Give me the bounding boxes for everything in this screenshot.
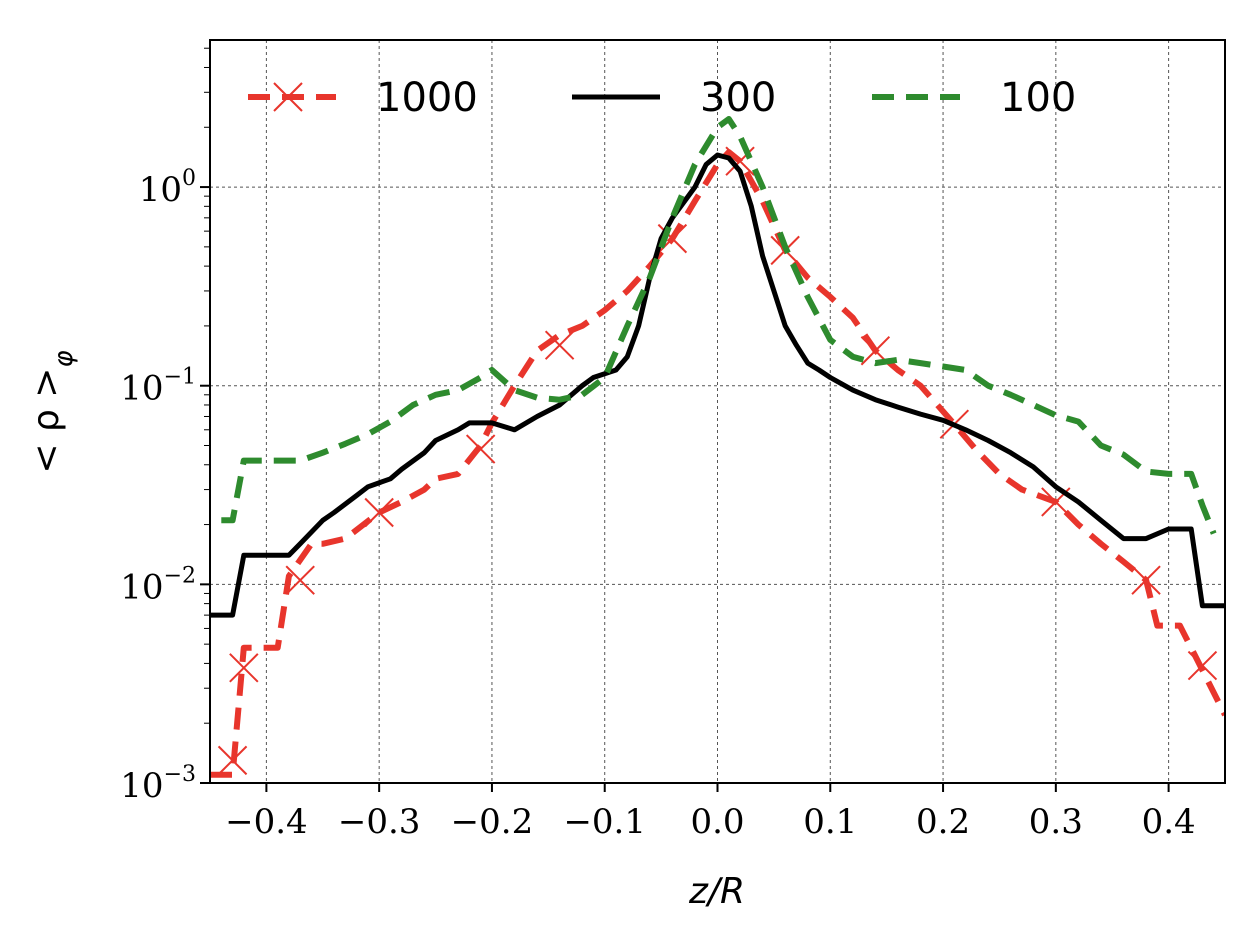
x-axis-title: z/R [688, 871, 745, 912]
y-tick-label: 10−1 [120, 365, 196, 409]
legend-item-100: 100 [872, 75, 1076, 121]
series-layer [210, 116, 1225, 778]
y-axis-title: < ρ >φ [26, 350, 79, 473]
legend-item-1000: 1000 [248, 75, 478, 121]
series-marker-1000 [465, 434, 496, 464]
series-marker-1000 [364, 497, 394, 528]
x-tick-label: 0.2 [916, 802, 970, 842]
x-ticks: −0.4 −0.3 −0.2 −0.1 0.0 0.1 0.2 0.3 0.4 [225, 783, 1196, 842]
x-tick-label: −0.2 [451, 802, 534, 842]
y-axis-title-main: < ρ > [26, 368, 67, 474]
y-tick-label: 10−3 [120, 762, 196, 806]
x-tick-label: −0.4 [225, 802, 308, 842]
y-ticks: 10−3 10−2 10−1 100 [120, 166, 210, 806]
y-tick-label: 10−2 [120, 563, 196, 607]
series-marker-1000 [229, 653, 259, 683]
x-tick-label: 0.0 [690, 802, 744, 842]
grid [210, 40, 1225, 784]
x-tick-label: −0.3 [338, 802, 421, 842]
series-line-100 [221, 116, 1217, 535]
x-tick-label: 0.3 [1029, 802, 1083, 842]
legend-label: 1000 [376, 75, 478, 121]
legend: 1000 300 100 [248, 75, 1076, 121]
series-marker-1000 [1131, 565, 1161, 595]
y-tick-label: 100 [139, 166, 196, 210]
x-tick-label: −0.1 [563, 802, 646, 842]
series-marker-1000 [1187, 650, 1218, 681]
series-marker-1000 [217, 745, 248, 776]
series-marker-1000 [544, 330, 575, 360]
x-tick-label: 0.1 [803, 802, 857, 842]
series-marker-1000 [285, 565, 315, 595]
legend-label: 300 [700, 75, 776, 121]
x-tick-label: 0.4 [1142, 802, 1196, 842]
series-line-300 [210, 152, 1225, 618]
y-axis-title-sub: φ [49, 350, 79, 367]
legend-item-300: 300 [572, 75, 776, 121]
legend-label: 100 [1000, 75, 1076, 121]
svg-text:< ρ >φ: < ρ >φ [26, 350, 79, 473]
